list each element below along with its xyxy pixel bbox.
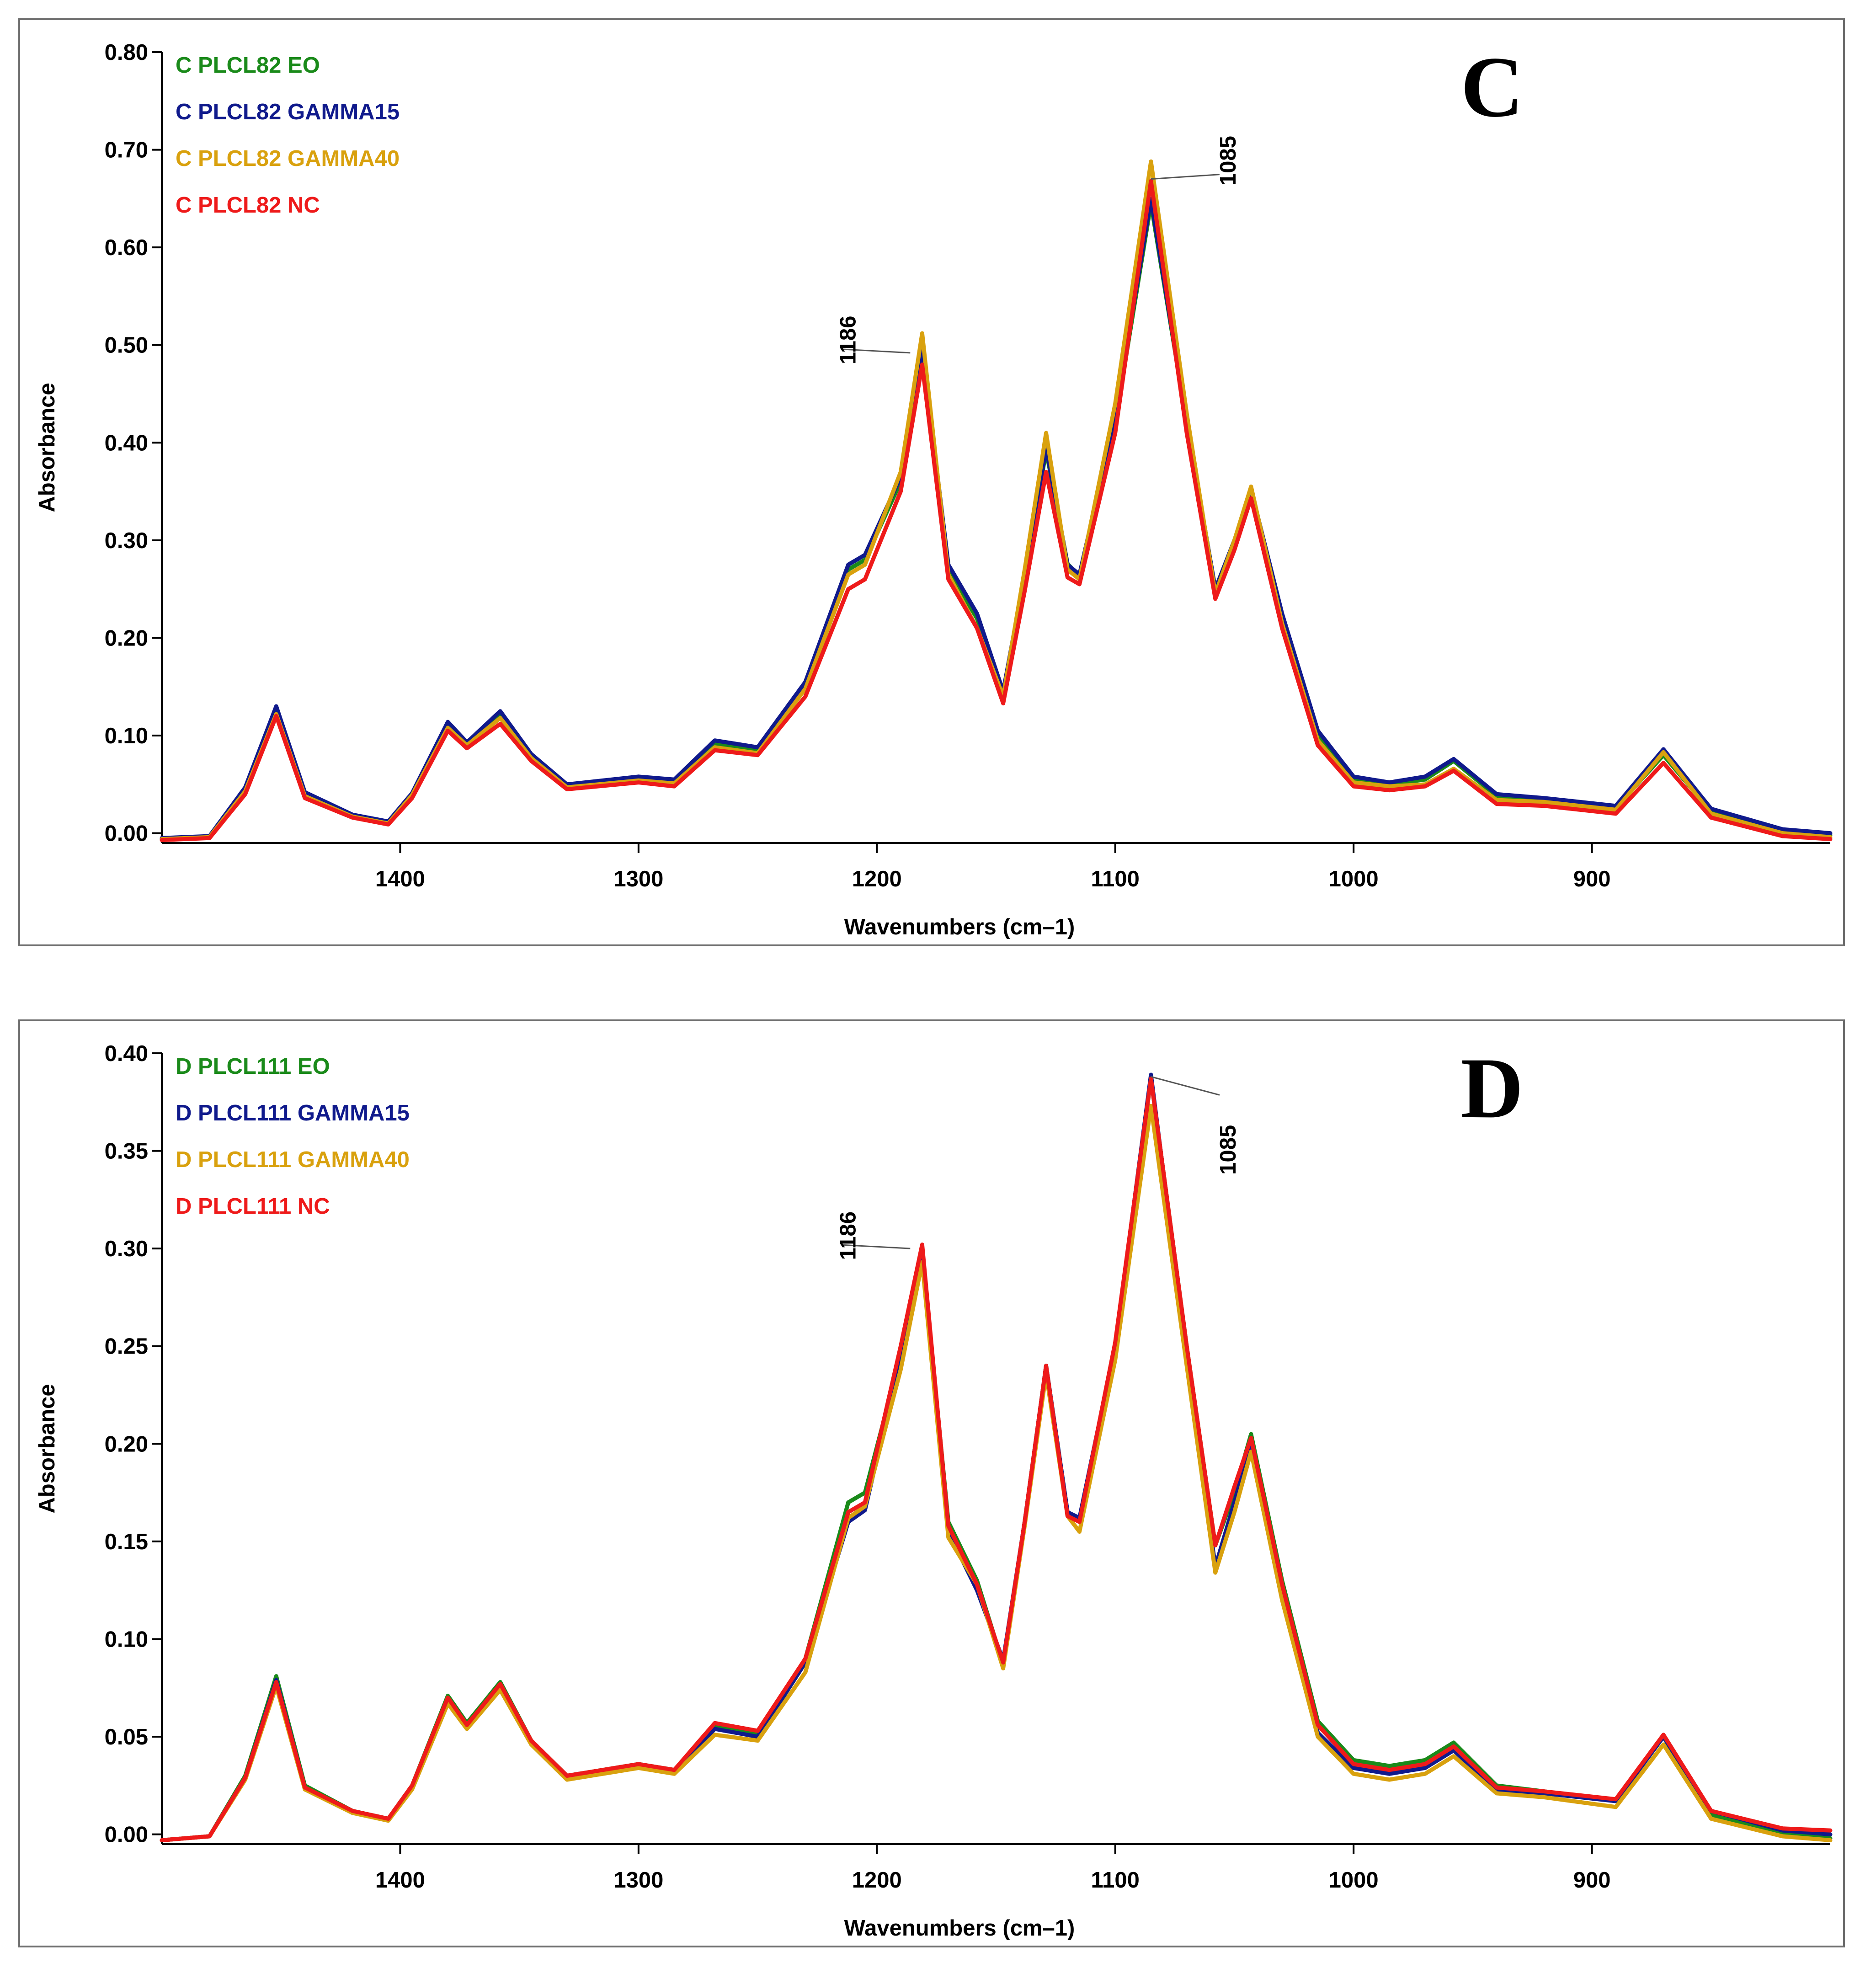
x-tick-label: 900	[1573, 1868, 1611, 1893]
legend-entry: C PLCL82 NC	[176, 193, 320, 218]
x-tick-label: 1000	[1329, 867, 1379, 891]
legend-entry: D PLCL111 NC	[176, 1194, 330, 1219]
annotation-leader	[1151, 1076, 1220, 1096]
chart-panel-d: 0.00 0.05 0.10 0.15 0.20 0.25 0.30 0.35 0.40 1400…	[18, 1019, 1845, 1947]
legend-entry: C PLCL82 GAMMA15	[176, 100, 400, 124]
y-tick-label: 0.80	[105, 40, 148, 65]
series-line-nc	[160, 179, 1833, 843]
annotation-leader	[842, 1244, 911, 1249]
y-tick-label: 0.15	[105, 1530, 148, 1554]
series-line-eo	[160, 1077, 1833, 1842]
y-tick-label: 0.10	[105, 724, 148, 748]
annotation-label: 1186	[836, 1211, 860, 1260]
y-tick-label: 0.60	[105, 235, 148, 260]
series-line-gamma15	[160, 196, 1833, 840]
series-line-eo	[160, 201, 1833, 841]
chart-c: 0.00 0.10 0.20 0.30 0.40 0.50 0.60 0.70 0.80 1400…	[35, 39, 1833, 939]
y-tick-label: 0.25	[105, 1334, 148, 1359]
x-tick-label: 1400	[375, 1868, 425, 1893]
y-tick-label: 0.00	[105, 1823, 148, 1847]
y-axis-label: Absorbance	[35, 383, 59, 512]
y-tick-label: 0.50	[105, 333, 148, 358]
annotation-label: 1085	[1216, 136, 1241, 186]
y-tick-label: 0.70	[105, 138, 148, 163]
series-line-gamma40	[160, 1104, 1833, 1842]
annotation-label: 1186	[836, 316, 860, 364]
x-tick-label: 1100	[1091, 1868, 1140, 1893]
x-axis-label: Wavenumbers (cm–1)	[844, 915, 1075, 939]
x-tick-label: 1300	[613, 867, 663, 891]
x-tick-label: 1100	[1091, 867, 1140, 891]
x-tick-label: 1000	[1329, 1868, 1379, 1893]
chart-panel-c: 0.00 0.10 0.20 0.30 0.40 0.50 0.60 0.70 0.80 1400…	[18, 18, 1845, 946]
x-tick-label: 1400	[375, 867, 425, 891]
legend-entry: D PLCL111 GAMMA40	[176, 1147, 410, 1172]
panel-letter: C	[1460, 39, 1523, 135]
chart-d: 0.00 0.05 0.10 0.15 0.20 0.25 0.30 0.35 0.40 1400…	[35, 1040, 1833, 1941]
y-tick-label: 0.05	[105, 1725, 148, 1749]
series-line-gamma15	[160, 1072, 1833, 1842]
y-tick-label: 0.35	[105, 1139, 148, 1164]
y-tick-label: 0.30	[105, 528, 148, 553]
legend-entry: D PLCL111 GAMMA15	[176, 1101, 410, 1125]
y-tick-label: 0.20	[105, 1432, 148, 1456]
annotation-leader	[1151, 174, 1220, 180]
x-tick-label: 1200	[852, 1868, 902, 1893]
y-tick-label: 0.30	[105, 1237, 148, 1261]
y-tick-label: 0.10	[105, 1627, 148, 1652]
legend-entry: C PLCL82 EO	[176, 53, 320, 78]
x-tick-label: 1200	[852, 867, 902, 891]
y-tick-label: 0.00	[105, 821, 148, 846]
panel-letter: D	[1460, 1040, 1523, 1136]
x-tick-label: 1300	[613, 1868, 663, 1893]
annotation-leader	[842, 348, 911, 354]
y-tick-label: 0.20	[105, 626, 148, 651]
y-tick-label: 0.40	[105, 1041, 148, 1066]
annotation-label: 1085	[1216, 1125, 1241, 1175]
y-axis-label: Absorbance	[35, 1384, 59, 1513]
legend-entry: D PLCL111 EO	[176, 1054, 330, 1079]
y-tick-label: 0.40	[105, 431, 148, 455]
series-line-gamma40	[160, 159, 1833, 841]
series-line-nc	[160, 1077, 1833, 1842]
x-tick-label: 900	[1573, 867, 1611, 891]
x-axis-label: Wavenumbers (cm–1)	[844, 1916, 1075, 1941]
legend-entry: C PLCL82 GAMMA40	[176, 146, 400, 171]
